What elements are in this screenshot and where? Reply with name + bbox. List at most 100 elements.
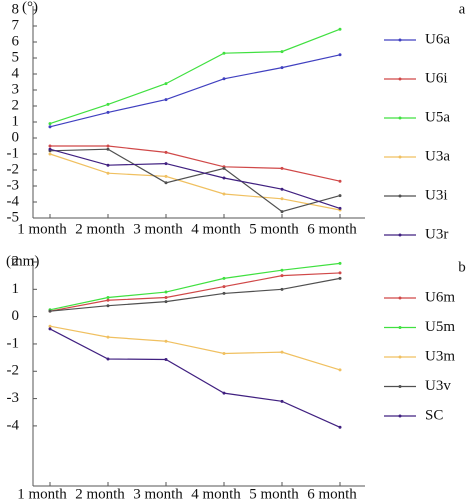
- point: [48, 144, 52, 148]
- y-tick-label: -3: [7, 177, 20, 193]
- y-tick-label: 2: [12, 97, 20, 113]
- series-line: [49, 28, 341, 125]
- y-tick-label: 8: [12, 1, 20, 17]
- point: [106, 304, 110, 308]
- point: [48, 327, 52, 331]
- x-tick-label: 2 month: [75, 221, 125, 237]
- point: [222, 291, 226, 295]
- x-tick-label: 5 month: [249, 486, 299, 500]
- point: [280, 287, 284, 291]
- point: [164, 296, 168, 300]
- y-tick-label: 3: [12, 81, 20, 97]
- legend-dot: [398, 296, 402, 300]
- legend-label: U6m: [425, 289, 455, 305]
- y-tick-label: -4: [7, 193, 20, 209]
- point: [48, 122, 52, 126]
- point: [338, 368, 342, 372]
- panel-label: a: [459, 1, 466, 17]
- point: [164, 162, 168, 166]
- x-tick-label: 1 month: [17, 486, 67, 500]
- legend-dot: [398, 233, 402, 237]
- legend-dot: [398, 116, 402, 120]
- series-line: [49, 272, 341, 312]
- point: [280, 197, 284, 201]
- legend-label: U5m: [425, 319, 455, 335]
- point: [48, 309, 52, 313]
- x-tick-label: 4 month: [191, 221, 241, 237]
- series-line: [49, 54, 341, 128]
- y-tick-label: 6: [12, 33, 20, 49]
- point: [222, 285, 226, 289]
- point: [338, 179, 342, 183]
- point: [164, 339, 168, 343]
- legend-dot: [398, 194, 402, 198]
- point: [106, 147, 110, 151]
- y-tick-label: -2: [7, 161, 20, 177]
- y-tick-label: -2: [7, 363, 20, 379]
- point: [280, 210, 284, 214]
- point: [280, 268, 284, 272]
- point: [338, 27, 342, 31]
- point: [164, 181, 168, 185]
- x-tick-label: 1 month: [17, 221, 67, 237]
- legend-label: U3i: [425, 187, 448, 203]
- point: [338, 271, 342, 275]
- point: [106, 335, 110, 339]
- y-tick-label: 0: [12, 308, 20, 324]
- y-tick-label: -3: [7, 390, 20, 406]
- point: [106, 171, 110, 175]
- x-tick-label: 5 month: [249, 221, 299, 237]
- x-tick-label: 3 month: [133, 486, 183, 500]
- legend-label: U3r: [425, 226, 448, 242]
- series-line: [49, 325, 341, 371]
- y-tick-label: -4: [7, 417, 20, 433]
- y-tick-label: 1: [12, 113, 20, 129]
- series-line: [49, 148, 341, 209]
- point: [338, 194, 342, 198]
- point: [48, 125, 52, 129]
- legend-label: U3v: [425, 378, 451, 394]
- x-tick-label: 4 month: [191, 486, 241, 500]
- point: [164, 290, 168, 294]
- legend-label: U6i: [425, 70, 448, 86]
- legend-dot: [398, 326, 402, 329]
- legend-label: U3a: [425, 148, 450, 164]
- point: [164, 300, 168, 304]
- series-line: [49, 328, 341, 428]
- y-tick-label: 1: [12, 281, 20, 297]
- point: [280, 166, 284, 170]
- y-tick-label: 2: [12, 253, 20, 269]
- point: [280, 66, 284, 70]
- point: [338, 425, 342, 429]
- series-line: [50, 145, 341, 182]
- legend-label: SC: [425, 407, 443, 423]
- point: [280, 350, 284, 354]
- point: [222, 166, 226, 170]
- point: [222, 391, 226, 395]
- point: [338, 261, 342, 265]
- point: [164, 174, 168, 178]
- point: [164, 150, 168, 154]
- point: [280, 274, 284, 278]
- series-line: [49, 153, 341, 211]
- legend-label: U3m: [425, 348, 455, 364]
- point: [222, 51, 226, 55]
- x-tick-label: 3 month: [133, 221, 183, 237]
- x-tick-label: 2 month: [75, 486, 125, 500]
- legend-label: U5a: [425, 109, 450, 125]
- point: [106, 357, 110, 361]
- point: [280, 187, 284, 191]
- legend-dot: [398, 414, 402, 418]
- point: [222, 192, 226, 196]
- point: [222, 176, 226, 180]
- point: [164, 82, 168, 86]
- point: [48, 152, 52, 156]
- point: [338, 53, 342, 57]
- point: [222, 276, 226, 280]
- legend-dot: [398, 77, 402, 81]
- legend-dot: [398, 385, 402, 388]
- point: [280, 50, 284, 54]
- y-axis-label: (mm): [6, 253, 39, 269]
- point: [338, 276, 342, 280]
